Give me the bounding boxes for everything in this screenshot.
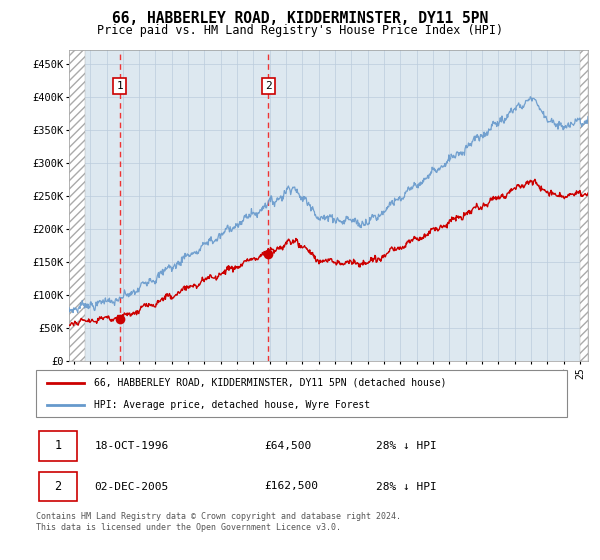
FancyBboxPatch shape [36,370,567,417]
Text: 1: 1 [54,440,61,452]
Text: 2: 2 [265,81,272,91]
FancyBboxPatch shape [38,472,77,501]
Text: 28% ↓ HPI: 28% ↓ HPI [376,482,437,492]
Text: 66, HABBERLEY ROAD, KIDDERMINSTER, DY11 5PN (detached house): 66, HABBERLEY ROAD, KIDDERMINSTER, DY11 … [94,378,447,388]
Text: 66, HABBERLEY ROAD, KIDDERMINSTER, DY11 5PN: 66, HABBERLEY ROAD, KIDDERMINSTER, DY11 … [112,11,488,26]
Text: HPI: Average price, detached house, Wyre Forest: HPI: Average price, detached house, Wyre… [94,400,371,410]
Text: Price paid vs. HM Land Registry's House Price Index (HPI): Price paid vs. HM Land Registry's House … [97,24,503,37]
Text: 02-DEC-2005: 02-DEC-2005 [94,482,169,492]
FancyBboxPatch shape [38,431,77,460]
Text: 18-OCT-1996: 18-OCT-1996 [94,441,169,451]
Text: Contains HM Land Registry data © Crown copyright and database right 2024.
This d: Contains HM Land Registry data © Crown c… [36,512,401,532]
Text: £162,500: £162,500 [265,482,319,492]
Text: 28% ↓ HPI: 28% ↓ HPI [376,441,437,451]
Text: 2: 2 [54,480,61,493]
Text: £64,500: £64,500 [265,441,311,451]
Text: 1: 1 [116,81,123,91]
